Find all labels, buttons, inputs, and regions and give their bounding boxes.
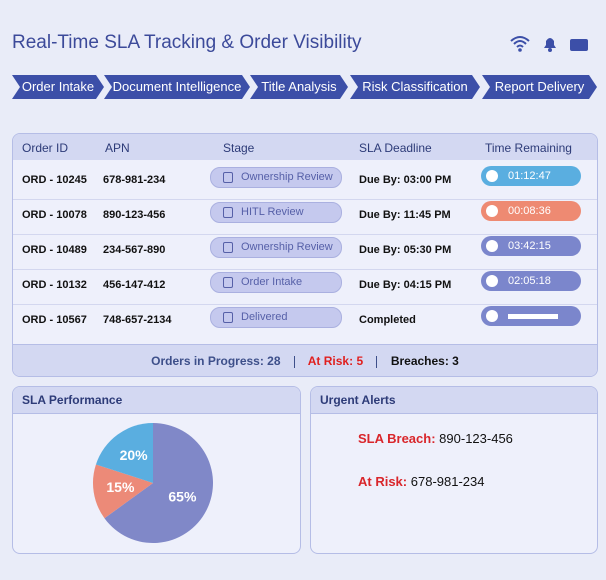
stage-pill: Ownership Review xyxy=(210,167,342,188)
time-remaining: 00:08:36 xyxy=(508,205,551,217)
pipeline-step: Risk Classification xyxy=(350,75,480,99)
pie-slice xyxy=(95,423,153,483)
pie-slice xyxy=(93,464,153,519)
apn: 456-147-412 xyxy=(103,279,166,291)
badge-icon xyxy=(486,205,498,218)
row-divider xyxy=(13,234,597,235)
sla-deadline: Due By: 05:30 PM xyxy=(359,244,452,256)
pipeline-step: Order Intake xyxy=(12,75,104,99)
stage-label: HITL Review xyxy=(241,206,304,218)
time-badge: 00:08:36 xyxy=(481,201,581,221)
apn: 748-657-2134 xyxy=(103,314,172,326)
header-icons xyxy=(510,36,588,52)
alert-label: At Risk: xyxy=(358,474,408,489)
stage-label: Ownership Review xyxy=(241,241,333,253)
alert-text: At Risk: 678-981-234 xyxy=(358,474,484,489)
alert-label: SLA Breach: xyxy=(358,431,436,446)
separator xyxy=(376,355,378,368)
order-id: ORD - 10567 xyxy=(22,314,87,326)
row-divider xyxy=(13,304,597,305)
column-header: SLA Deadline xyxy=(359,141,432,155)
order-id: ORD - 10078 xyxy=(22,209,87,221)
stage-label: Delivered xyxy=(241,311,288,323)
row-divider xyxy=(13,269,597,270)
row-divider xyxy=(13,199,597,200)
pipeline-step: Title Analysis xyxy=(250,75,348,99)
stage-pill: Delivered xyxy=(210,307,342,328)
summary-breaches: Breaches: 3 xyxy=(390,354,459,368)
badge-icon xyxy=(486,275,498,288)
slice-label: 15% xyxy=(106,479,135,495)
time-badge: 03:42:15 xyxy=(481,236,581,256)
stage-icon xyxy=(223,206,233,218)
time-remaining: 02:05:18 xyxy=(508,275,551,287)
time-badge: 02:05:18 xyxy=(481,271,581,291)
stage-pill: Order Intake xyxy=(210,272,342,293)
stage-icon xyxy=(223,171,233,183)
apn: 234-567-890 xyxy=(103,244,166,256)
sla-deadline: Due By: 04:15 PM xyxy=(359,279,452,291)
sla-deadline: Due By: 03:00 PM xyxy=(359,174,452,186)
panel-title: Urgent Alerts xyxy=(311,387,597,414)
column-header: APN xyxy=(105,141,130,155)
time-remaining: 01:12:47 xyxy=(508,170,551,182)
badge-icon xyxy=(486,170,498,183)
column-header: Stage xyxy=(223,141,255,155)
stage-label: Ownership Review xyxy=(241,171,333,183)
pie-chart: 65% 15% 20% xyxy=(93,423,213,543)
summary-progress: Orders in Progress: 28 xyxy=(151,354,281,368)
orders-panel: Order ID APN Stage SLA Deadline Time Remaini… xyxy=(12,133,598,377)
alert-value: 890-123-456 xyxy=(439,431,513,446)
slice-label: 65% xyxy=(168,489,197,505)
stage-label: Order Intake xyxy=(241,276,303,288)
order-id: ORD - 10132 xyxy=(22,279,87,291)
sla-deadline: Completed xyxy=(359,314,416,326)
summary-risk: At Risk: 5 xyxy=(307,354,364,368)
badge-icon xyxy=(486,310,498,323)
time-badge: 01:12:47 xyxy=(481,166,581,186)
alert-value: 678-981-234 xyxy=(410,474,485,489)
page-title: Real-Time SLA Tracking & Order Visibilit… xyxy=(12,32,362,53)
separator xyxy=(293,355,295,368)
stage-icon xyxy=(223,276,233,288)
table-header xyxy=(13,134,597,160)
apn: 678-981-234 xyxy=(103,174,166,186)
time-badge xyxy=(481,306,581,326)
pie-slice xyxy=(104,423,213,543)
order-id: ORD - 10489 xyxy=(22,244,87,256)
time-remaining: 03:42:15 xyxy=(508,240,551,252)
stage-icon xyxy=(223,241,233,253)
summary-bar: Orders in Progress: 28 At Risk: 5 Breach… xyxy=(13,344,597,376)
pipeline-step: Document Intelligence xyxy=(104,75,250,99)
column-header: Time Remaining xyxy=(485,141,572,155)
sla-deadline: Due By: 11:45 PM xyxy=(359,209,451,221)
column-header: Order ID xyxy=(22,141,69,155)
panel-title: SLA Performance xyxy=(13,387,300,414)
stage-pill: Ownership Review xyxy=(210,237,342,258)
performance-panel: SLA Performance 65% 15% 20% xyxy=(12,386,301,554)
badge-icon xyxy=(486,240,498,253)
stage-icon xyxy=(223,311,233,323)
alert-text: SLA Breach: 890-123-456 xyxy=(358,431,513,446)
order-id: ORD - 10245 xyxy=(22,174,87,186)
slice-label: 20% xyxy=(120,447,149,463)
apn: 890-123-456 xyxy=(103,209,166,221)
stage-pill: HITL Review xyxy=(210,202,342,223)
alerts-panel: Urgent Alerts SLA Breach: 890-123-456 At … xyxy=(310,386,598,554)
progress-bar xyxy=(508,313,558,319)
pipeline-step: Report Delivery xyxy=(482,75,597,99)
